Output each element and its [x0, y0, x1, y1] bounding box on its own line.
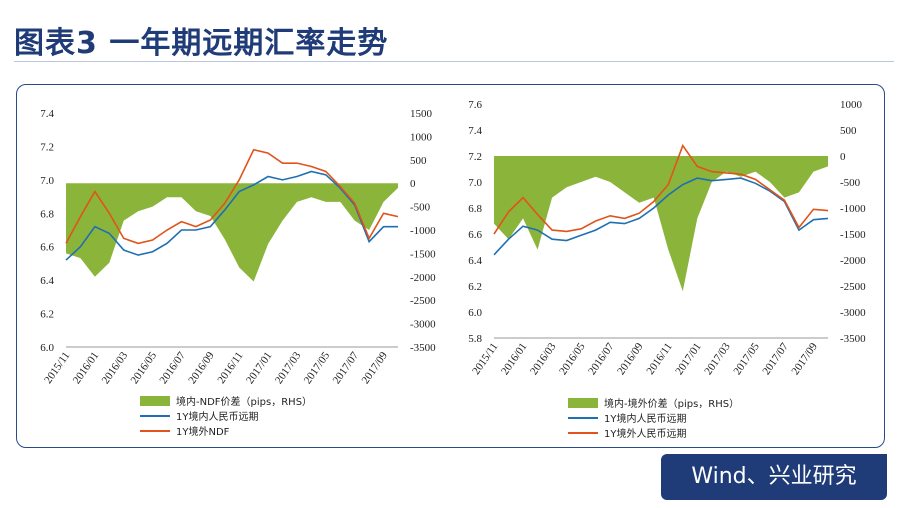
y2-tick-label: 1000 — [840, 99, 863, 111]
y2-tick-label: -500 — [410, 202, 431, 214]
y-tick-label: 6.8 — [40, 208, 54, 220]
y-tick-label: 6.6 — [40, 242, 54, 254]
offshore-forward-line — [493, 143, 829, 235]
y2-tick-label: -500 — [840, 177, 861, 189]
x-tick-label: 2016/03 — [528, 340, 559, 377]
source-badge: Wind、兴业研究 — [661, 454, 887, 500]
y-tick-label: 6.4 — [40, 275, 54, 287]
onshore-forward-line — [65, 170, 398, 261]
offshore-forward-line — [65, 148, 399, 245]
x-tick-label: 2016/09 — [615, 340, 646, 377]
x-tick-label: 2016/05 — [557, 340, 588, 377]
y-tick-label: 6.8 — [468, 203, 482, 215]
spread-area — [66, 183, 398, 282]
y2-tick-label: -1500 — [410, 248, 436, 260]
onshore-forward-line — [493, 177, 829, 256]
x-tick-label: 2016/01 — [499, 341, 530, 377]
x-tick-label: 2017/09 — [789, 340, 820, 377]
y-tick-label: 6.2 — [468, 281, 482, 293]
y2-tick-label: -3500 — [840, 333, 866, 345]
legend-label-spread: 境内-境外价差（pips，RHS） — [604, 397, 739, 410]
x-tick-label: 2017/01 — [673, 341, 704, 377]
y-tick-label: 6.0 — [40, 342, 54, 354]
y2-tick-label: -3500 — [410, 342, 436, 354]
y-tick-label: 7.2 — [468, 151, 482, 163]
y2-tick-label: 0 — [840, 151, 846, 163]
title-rule — [14, 61, 894, 62]
legend-swatch-spread — [140, 396, 170, 406]
y-tick-label: 6.2 — [40, 309, 54, 321]
legend-label-offshore: 1Y境外NDF — [176, 425, 230, 438]
y2-tick-label: 1000 — [410, 131, 433, 143]
y2-tick-label: -1000 — [840, 203, 866, 215]
y2-tick-label: 0 — [410, 178, 416, 190]
x-tick-label: 2017/07 — [760, 340, 791, 377]
legend-label-onshore: 1Y境内人民币远期 — [176, 410, 258, 423]
y2-tick-label: -1000 — [410, 225, 436, 237]
y2-tick-label: 500 — [410, 155, 427, 167]
y2-tick-label: -1500 — [840, 229, 866, 241]
legend-label-spread: 境内-NDF价差（pips，RHS） — [176, 395, 312, 408]
y2-tick-label: -2000 — [840, 255, 866, 267]
y2-tick-label: -2000 — [410, 272, 436, 284]
y-tick-label: 5.8 — [468, 333, 482, 345]
x-tick-label: 2017/05 — [731, 340, 762, 377]
y-tick-label: 7.0 — [40, 175, 54, 187]
y2-tick-label: -3000 — [410, 319, 436, 331]
y-tick-label: 7.4 — [40, 108, 54, 120]
x-tick-label: 2016/11 — [644, 341, 674, 377]
y2-tick-label: -2500 — [410, 295, 436, 307]
y-tick-label: 6.0 — [468, 307, 482, 319]
y-tick-label: 7.2 — [40, 141, 54, 153]
legend-label-onshore: 1Y境内人民币远期 — [604, 412, 686, 425]
chart-frame — [16, 84, 885, 448]
y-tick-label: 6.4 — [468, 255, 482, 267]
x-tick-label: 2016/07 — [586, 340, 617, 377]
x-tick-label: 2015/11 — [470, 341, 500, 377]
spread-area — [494, 156, 828, 292]
y2-tick-label: -2500 — [840, 281, 866, 293]
x-tick-label: 2017/03 — [702, 340, 733, 377]
page-title: 图表3 一年期远期汇率走势 — [14, 26, 389, 61]
y-tick-label: 7.0 — [468, 177, 482, 189]
y-tick-label: 7.6 — [468, 99, 482, 111]
legend-swatch-spread — [568, 398, 598, 408]
y2-tick-label: 1500 — [410, 108, 433, 120]
y2-tick-label: -3000 — [840, 307, 866, 319]
y2-tick-label: 500 — [840, 125, 857, 137]
legend-label-offshore: 1Y境外人民币远期 — [604, 427, 686, 440]
y-tick-label: 6.6 — [468, 229, 482, 241]
y-tick-label: 7.4 — [468, 125, 482, 137]
